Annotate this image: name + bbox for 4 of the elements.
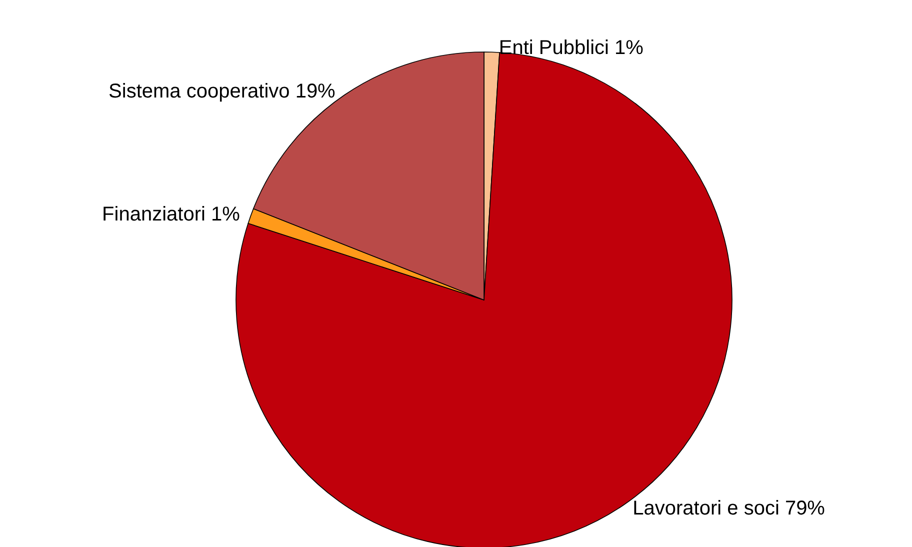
slice-label: Finanziatori 1% xyxy=(102,204,240,226)
slice-label: Lavoratori e soci 79% xyxy=(632,497,826,520)
slice-label: Sistema cooperativo 19% xyxy=(108,80,336,103)
slice-label: Enti Pubblici 1% xyxy=(498,37,644,60)
